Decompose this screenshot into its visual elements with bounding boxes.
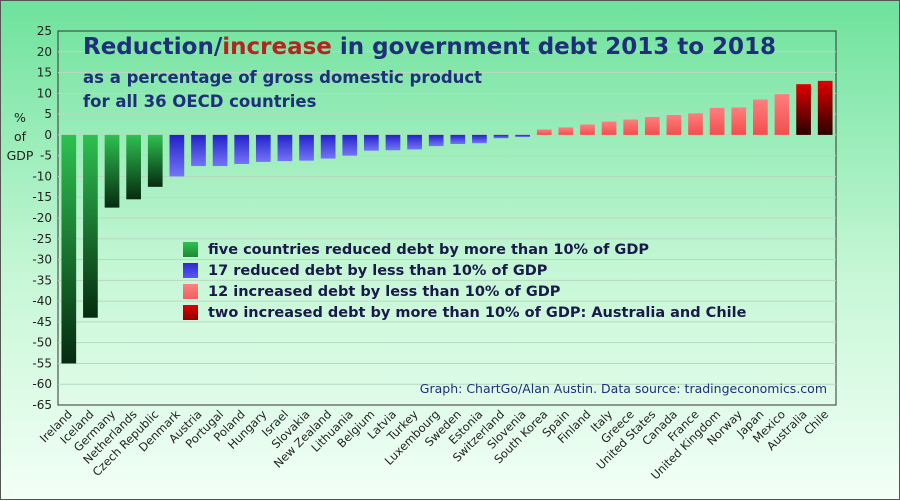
bar-france: [688, 113, 703, 135]
bar-norway: [731, 107, 747, 135]
bar-greece: [623, 119, 639, 135]
bar-ireland: [61, 134, 77, 364]
gridlines: [58, 51, 836, 385]
bar-italy: [601, 121, 617, 135]
bar-belgium: [364, 134, 379, 151]
bar-estonia: [472, 134, 487, 144]
y-tick-label: 5: [44, 107, 52, 121]
bar-netherlands: [126, 134, 141, 200]
y-tick-label: -45: [32, 315, 52, 329]
bar-canada: [666, 114, 682, 135]
y-tick-label: 25: [37, 24, 52, 38]
bar-hungary: [255, 134, 271, 162]
y-tick-label: -40: [32, 294, 52, 308]
y-tick-label: -5: [40, 149, 52, 163]
y-tick-label: -55: [32, 356, 52, 370]
bar-denmark: [169, 134, 185, 177]
bar-czech-republic: [147, 134, 163, 187]
y-tick-label: -15: [32, 190, 52, 204]
legend-swatch-red: [183, 305, 198, 320]
y-tick-label: 15: [37, 66, 52, 80]
chart-subtitle-2: for all 36 OECD countries: [83, 92, 317, 111]
bar-turkey: [407, 134, 422, 150]
bar-australia: [796, 84, 811, 135]
bar-israel: [277, 134, 293, 162]
chart-subtitle-1: as a percentage of gross domestic produc…: [83, 68, 483, 87]
bar-slovenia: [515, 134, 530, 137]
legend-item: 17 reduced debt by less than 10% of GDP: [183, 260, 746, 281]
bar-spain: [558, 127, 574, 135]
bar-japan: [753, 99, 768, 135]
y-tick-label: -50: [32, 336, 52, 350]
bar-chile: [817, 80, 833, 135]
bar-mexico: [774, 94, 790, 135]
bar-slovakia: [299, 134, 314, 161]
y-tick-label: -20: [32, 211, 52, 225]
bar-luxembourg: [428, 134, 444, 147]
y-tick-label: -65: [32, 398, 52, 412]
legend-item: five countries reduced debt by more than…: [183, 239, 746, 260]
legend: five countries reduced debt by more than…: [183, 239, 746, 323]
bar-poland: [234, 134, 250, 164]
bar-finland: [580, 124, 595, 135]
legend-item: 12 increased debt by less than 10% of GD…: [183, 281, 746, 302]
legend-swatch-salmon: [183, 284, 198, 299]
bar-iceland: [83, 134, 98, 318]
bar-austria: [191, 134, 206, 167]
legend-item: two increased debt by more than 10% of G…: [183, 302, 746, 323]
y-tick-label: -35: [32, 273, 52, 287]
x-tick-label: Chile: [801, 407, 831, 437]
bar-south-korea: [536, 129, 552, 135]
source-note: Graph: ChartGo/Alan Austin. Data source:…: [419, 381, 827, 396]
y-axis-label: % of GDP: [6, 110, 34, 163]
bar-new-zealand: [320, 134, 336, 159]
bars: [61, 80, 833, 364]
chart-title: Reduction/increase in government debt 20…: [83, 34, 777, 60]
y-tick-label: -30: [32, 253, 52, 267]
bar-united-states: [644, 117, 660, 135]
bar-switzerland: [493, 134, 509, 139]
y-tick-label: -10: [32, 169, 52, 183]
y-tick-label: -25: [32, 232, 52, 246]
bar-lithuania: [342, 134, 358, 156]
y-tick-label: -60: [32, 377, 52, 391]
bar-portugal: [212, 134, 228, 167]
bar-germany: [104, 134, 120, 208]
legend-swatch-blue: [183, 263, 198, 278]
y-tick-label: 10: [37, 86, 52, 100]
bar-sweden: [450, 134, 466, 145]
bar-latvia: [385, 134, 401, 151]
y-tick-label: 0: [44, 128, 52, 142]
bar-united-kingdom: [709, 107, 725, 135]
y-tick-label: 20: [37, 45, 52, 59]
y-axis-ticks: 25 20 15 10 5 0 -5 -10 -15 -20 -25 -30 -35 -40 -45 -50 -…: [32, 24, 52, 412]
legend-swatch-green: [183, 242, 198, 257]
